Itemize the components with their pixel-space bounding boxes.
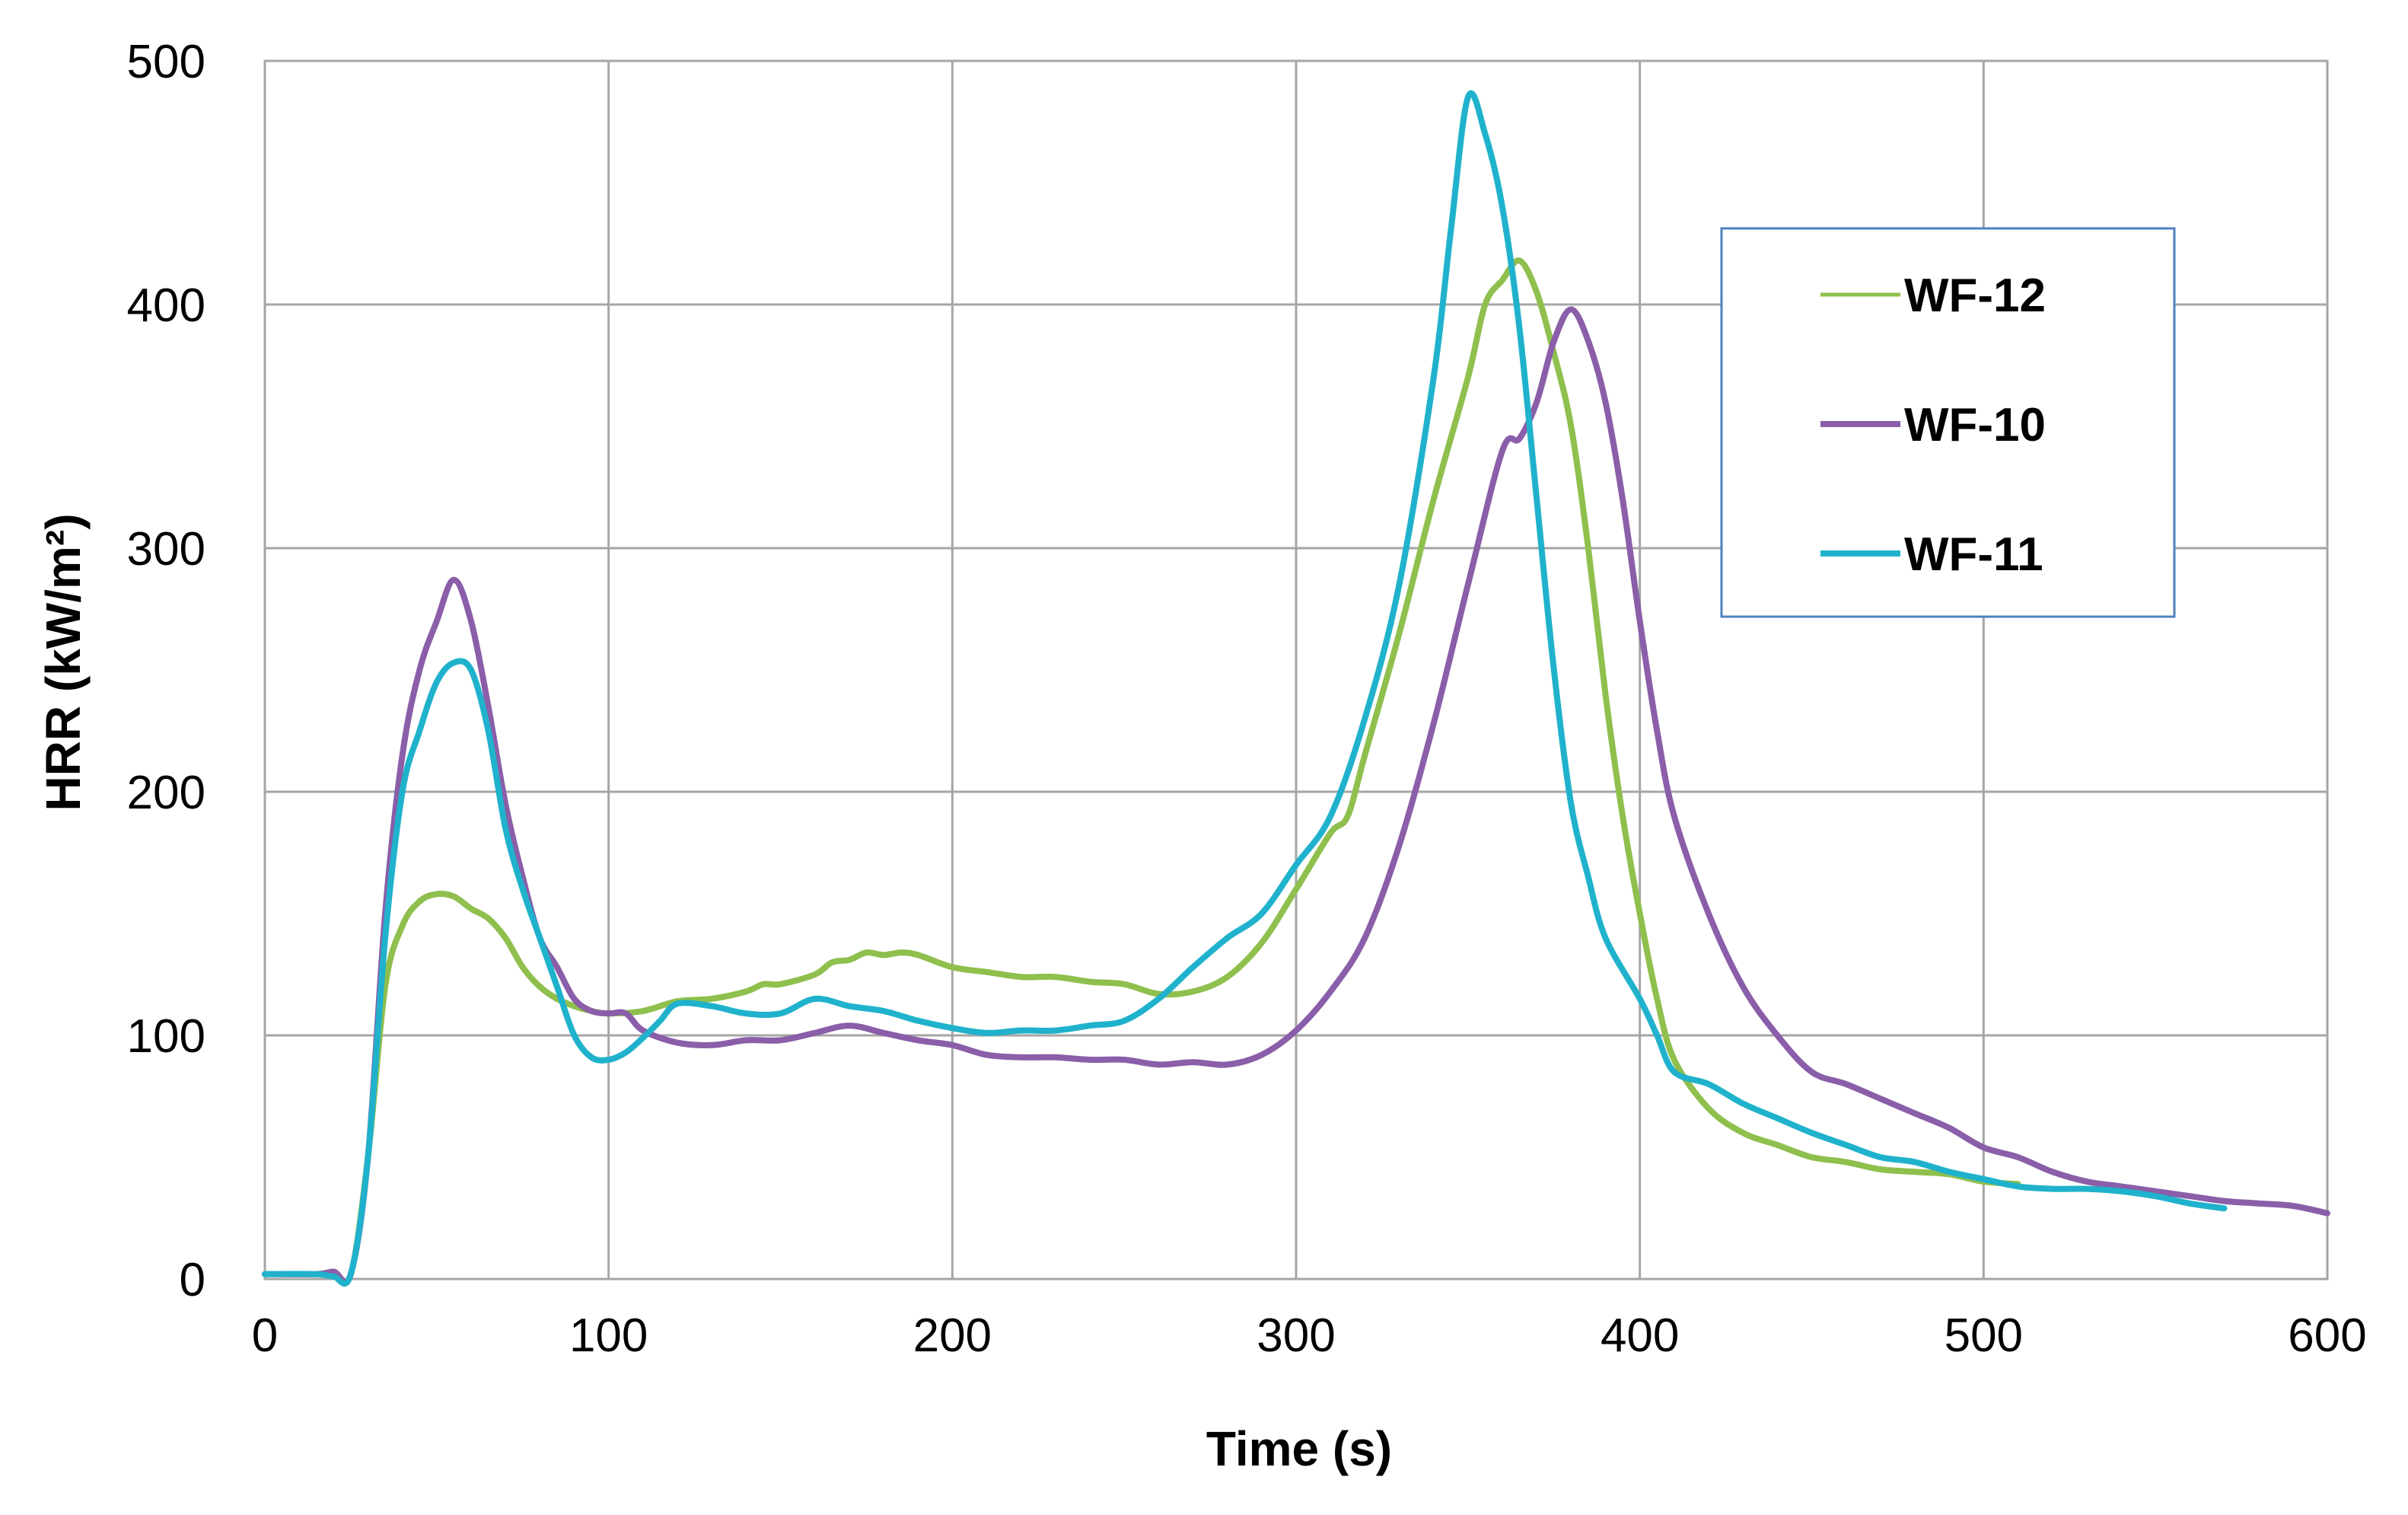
axes: 0 100 200 300 400 500 600 0 100 200 300 400 500	[127, 36, 2367, 1362]
x-tick-label: 200	[913, 1309, 992, 1362]
y-tick-label: 500	[127, 36, 205, 88]
x-tick-label: 400	[1601, 1309, 1679, 1362]
x-axis-title: Time (s)	[1206, 1421, 1392, 1476]
x-tick-label: 600	[2288, 1309, 2366, 1362]
series-line-wf-12	[262, 257, 2021, 1285]
x-tick-label: 500	[1945, 1309, 2023, 1362]
legend-label-wf-10: WF-10	[1904, 399, 2046, 451]
series-line-wf-10	[262, 306, 2330, 1285]
legend: WF-12 WF-10 WF-11	[1720, 227, 2176, 618]
y-tick-label: 400	[127, 279, 205, 332]
y-tick-label: 100	[127, 1010, 205, 1063]
x-tick-label: 300	[1257, 1309, 1335, 1362]
y-tick-label: 0	[180, 1254, 205, 1306]
gridlines	[263, 59, 2329, 1281]
y-axis-title: HRR (kW/m²)	[36, 513, 91, 811]
x-tick-label: 0	[252, 1309, 278, 1362]
y-tick-label: 200	[127, 767, 205, 819]
legend-box	[1720, 227, 2176, 618]
y-tick-label: 300	[127, 523, 205, 576]
legend-label-wf-11: WF-11	[1904, 528, 2043, 581]
series-line-wf-11	[262, 90, 2228, 1287]
series-lines	[262, 90, 2330, 1287]
legend-label-wf-12: WF-12	[1904, 270, 2046, 322]
x-tick-label: 100	[569, 1309, 648, 1362]
